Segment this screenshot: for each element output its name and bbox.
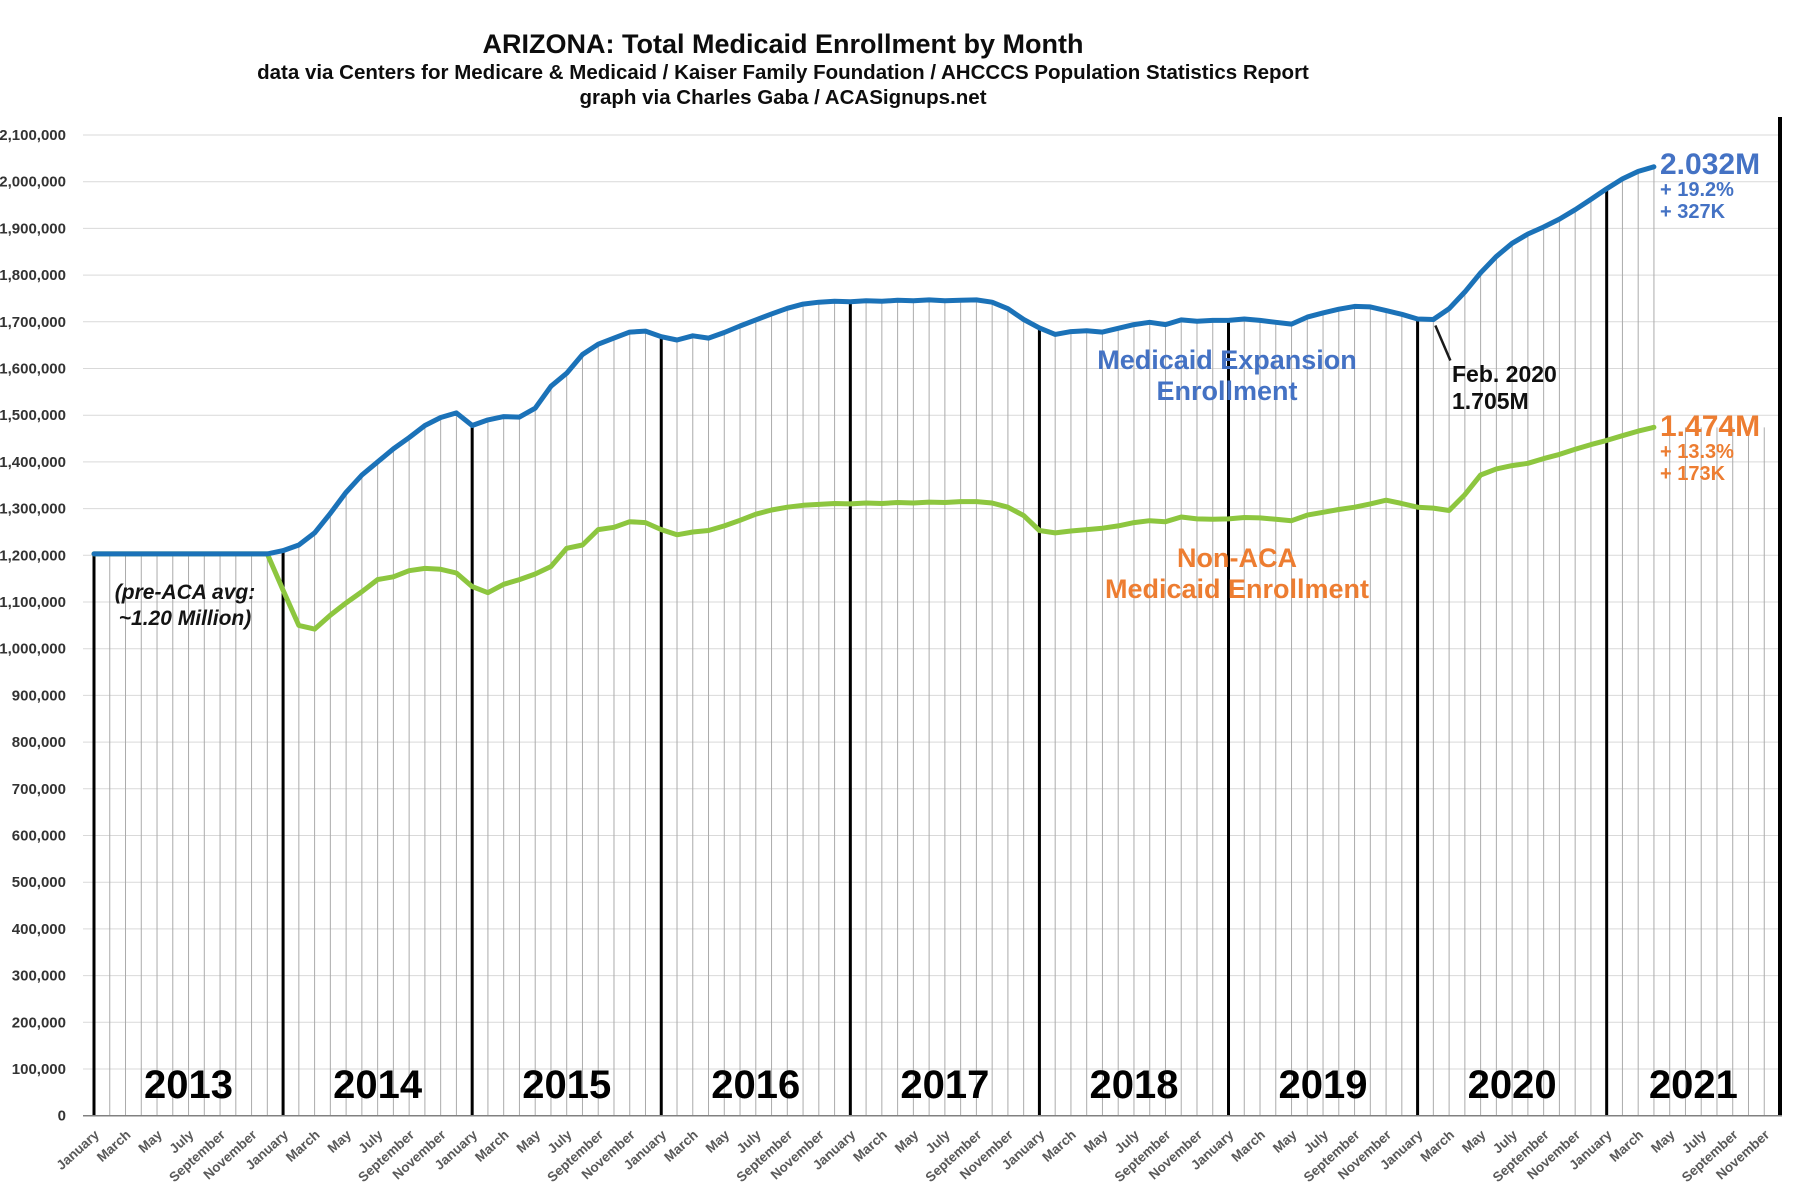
y-axis-tick-label: 1,700,000	[0, 314, 66, 331]
expansion-endpoint-pct: + 19.2%	[1660, 179, 1734, 201]
y-axis-tick-label: 200,000	[12, 1014, 66, 1031]
x-axis-year-label: 2020	[1468, 1063, 1557, 1107]
feb-2020-callout-label: Feb. 2020 1.705M	[1452, 361, 1557, 415]
x-axis-month-label: May	[514, 1127, 544, 1156]
x-axis-year-label: 2016	[711, 1063, 800, 1107]
y-axis-tick-label: 1,900,000	[0, 220, 66, 237]
chart-subtitle-source: data via Centers for Medicare & Medicaid…	[257, 61, 1309, 84]
non-aca-endpoint-value: 1.474M	[1660, 410, 1761, 443]
y-axis-tick-label: 300,000	[12, 968, 66, 985]
x-axis-month-label: May	[135, 1127, 165, 1156]
y-axis-tick-label: 500,000	[12, 874, 66, 891]
expansion-endpoint-delta: + 327K	[1660, 200, 1726, 223]
y-axis-tick-label: 700,000	[12, 781, 66, 798]
x-axis-month-label: March	[1418, 1127, 1458, 1165]
feb-2020-callout-date: Feb. 2020	[1452, 361, 1557, 387]
y-axis-tick-label: 2,100,000	[0, 127, 66, 144]
x-axis-month-label: May	[325, 1127, 355, 1156]
x-axis-month-label: January	[53, 1127, 102, 1173]
x-axis-month-label: March	[1607, 1127, 1647, 1165]
y-axis-tick-label: 1,400,000	[0, 454, 66, 471]
x-axis-year-labels: 2013 2014 2015 2016 2017 2018 2019 2020 2021	[144, 1063, 1738, 1107]
x-axis-year-label: 2019	[1279, 1063, 1368, 1107]
x-axis-month-label: March	[1228, 1127, 1268, 1165]
chart-title-block: ARIZONA: Total Medicaid Enrollment by Mo…	[257, 28, 1309, 110]
pre-aca-note-line2: ~1.20 Million)	[118, 607, 252, 630]
y-axis-tick-label: 1,300,000	[0, 501, 66, 518]
legend-non-aca: Non-ACA Medicaid Enrollment	[1105, 543, 1369, 605]
non-aca-endpoint-pct: + 13.3%	[1660, 441, 1734, 463]
x-axis-year-label: 2017	[900, 1063, 989, 1107]
y-axis-tick-label: 1,600,000	[0, 361, 66, 378]
x-axis-year-label: 2015	[522, 1063, 611, 1107]
legend-medicaid-expansion: Medicaid Expansion Enrollment	[1097, 345, 1357, 407]
legend-medicaid-expansion-line1: Medicaid Expansion	[1097, 345, 1357, 375]
x-axis-month-label: March	[661, 1127, 701, 1165]
legend-medicaid-expansion-line2: Enrollment	[1156, 376, 1298, 406]
pre-aca-note: (pre-ACA avg: ~1.20 Million)	[115, 580, 255, 632]
y-axis-tick-label: 1,500,000	[0, 407, 66, 424]
y-axis-tick-label: 2,000,000	[0, 174, 66, 191]
x-axis-month-label: May	[1459, 1127, 1489, 1156]
y-axis-tick-label: 1,200,000	[0, 547, 66, 564]
legend-non-aca-line2: Medicaid Enrollment	[1104, 574, 1370, 604]
x-axis-month-label: March	[1039, 1127, 1079, 1165]
non-aca-endpoint-stats: 1.474M + 13.3% + 173K	[1660, 411, 1760, 485]
x-axis-month-label: May	[1648, 1127, 1678, 1156]
y-axis-tick-label: 100,000	[12, 1061, 66, 1078]
non-aca-line-series	[91, 424, 1657, 632]
x-axis-year-label: 2014	[333, 1063, 423, 1107]
x-axis-month-label: March	[850, 1127, 890, 1165]
non-aca-endpoint-delta: + 173K	[1660, 462, 1726, 485]
y-axis-tick-label: 1,000,000	[0, 641, 66, 658]
y-axis-tick-label: 1,100,000	[0, 594, 66, 611]
monthly-drop-lines	[93, 166, 1781, 1116]
x-axis-month-label: May	[703, 1127, 733, 1156]
y-axis-tick-label: 0	[58, 1108, 66, 1125]
x-axis-year-label: 2013	[144, 1063, 233, 1107]
feb-2020-callout-line	[1434, 324, 1452, 361]
legend-non-aca-line1: Non-ACA	[1177, 543, 1297, 573]
x-axis-month-label: May	[1270, 1127, 1300, 1156]
x-axis-year-label: 2018	[1089, 1063, 1178, 1107]
horizontal-gridlines	[83, 134, 1782, 1117]
expansion-endpoint-stats: 2.032M + 19.2% + 327K	[1660, 149, 1760, 223]
y-axis-tick-label: 800,000	[12, 734, 66, 751]
chart-title: ARIZONA: Total Medicaid Enrollment by Mo…	[482, 29, 1084, 59]
y-axis-tick-label: 400,000	[12, 921, 66, 938]
x-axis-month-label: May	[1081, 1127, 1111, 1156]
y-axis-tick-label: 1,800,000	[0, 267, 66, 284]
x-axis-month-label: March	[472, 1127, 512, 1165]
y-axis-tick-label: 600,000	[12, 828, 66, 845]
pre-aca-note-line1: (pre-ACA avg:	[114, 581, 256, 604]
y-axis-tick-labels: 2,100,000 2,000,000 1,900,000 1,800,000 1,70…	[0, 127, 66, 1125]
feb-2020-callout-value: 1.705M	[1452, 388, 1529, 414]
chart-subtitle-credit: graph via Charles Gaba / ACASignups.net	[579, 86, 987, 109]
expansion-endpoint-value: 2.032M	[1660, 148, 1761, 181]
x-axis-month-label: March	[94, 1127, 134, 1165]
x-axis-month-label: May	[892, 1127, 922, 1156]
expansion-line-series	[91, 164, 1657, 557]
y-axis-tick-label: 900,000	[12, 687, 66, 704]
x-axis-year-label: 2021	[1649, 1063, 1738, 1107]
x-axis-month-label: March	[283, 1127, 323, 1165]
year-separator-lines	[92, 117, 1782, 1116]
